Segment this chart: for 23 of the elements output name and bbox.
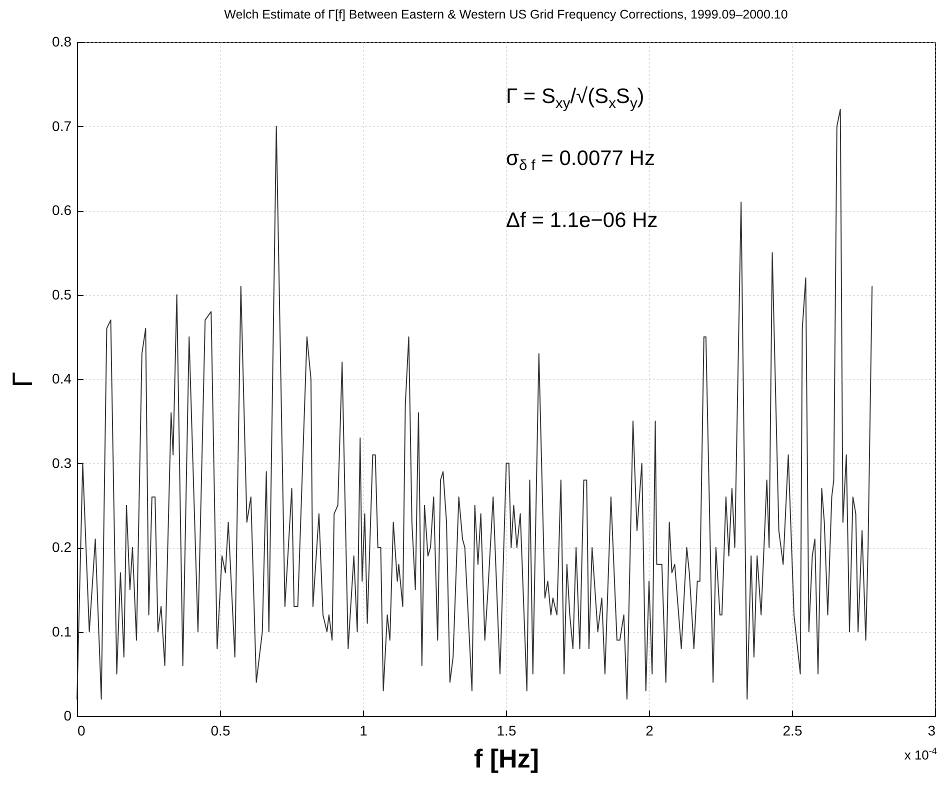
- y-tick-label: 0.4: [52, 370, 72, 386]
- annotation: Δf = 1.1e−06 Hz: [506, 209, 658, 233]
- y-tick-label: 0.8: [52, 34, 72, 50]
- y-tick-label: 0.3: [52, 454, 72, 471]
- y-axis-title: Γ: [7, 372, 38, 388]
- x-tick-label: 3: [928, 722, 936, 738]
- x-tick-label: 1: [360, 722, 368, 738]
- y-tick-label: 0: [64, 708, 72, 724]
- y-tick-label: 0.5: [52, 286, 72, 302]
- y-tick-label: 0.2: [52, 539, 72, 555]
- chart-title: Welch Estimate of Γ[f] Between Eastern & Western US Grid Frequency Corrections, 1999.09–2000.10: [224, 8, 788, 22]
- x-tick-label: 2: [646, 722, 654, 738]
- text: x 10$^{-4}$: [904, 746, 937, 762]
- x-tick-label: 0.5: [210, 722, 230, 738]
- y-tick-label: 0.1: [52, 623, 72, 640]
- y-tick-label: 0.6: [52, 202, 72, 218]
- annotation: Γ = S$_{xy}$/√(S$_{x}$S$_{y}$): [506, 85, 644, 112]
- x-tick-label: 0: [78, 722, 86, 738]
- annotation: σ$_{δ f}$ = 0.0077 Hz: [506, 147, 655, 174]
- x-tick-label: 2.5: [782, 722, 802, 738]
- y-tick-label: 0.7: [52, 118, 72, 134]
- x-axis-title: f [Hz]: [474, 744, 539, 774]
- x-tick-label: 1.5: [496, 722, 516, 738]
